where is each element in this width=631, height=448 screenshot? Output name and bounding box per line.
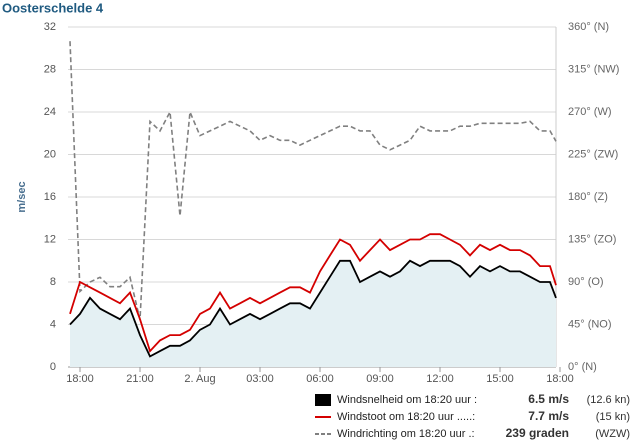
y-axis-label: m/sec (16, 181, 28, 212)
legend-label: Windsnelheid om 18:20 uur : (337, 394, 477, 406)
x-tick-label: 12:00 (426, 373, 454, 385)
x-tick-label: 09:00 (366, 373, 394, 385)
y-tick-label: 0 (50, 361, 56, 373)
y-tick-label: 28 (44, 63, 56, 75)
legend-label: Windrichting om 18:20 uur .: (337, 428, 475, 440)
y-tick-label: 12 (44, 233, 56, 245)
y-tick-label: 24 (44, 106, 56, 118)
chart-title: Oosterschelde 4 (2, 0, 104, 15)
y-tick-label: 4 (50, 318, 56, 330)
line (69, 233, 557, 353)
y-tick-label: 16 (44, 191, 56, 203)
y2-tick-label: 225° (ZW) (568, 148, 618, 160)
legend-current-alt: (WZW) (595, 428, 630, 440)
line (69, 259, 557, 358)
legend-current: 239 graden (506, 426, 569, 440)
legend-current: 6.5 m/s (528, 392, 569, 406)
x-tick-label: 2. Aug (184, 373, 215, 385)
legend-item: Windrichting om 18:20 uur .: 239 graden (W… (315, 426, 630, 440)
x-tick-label: 18:00 (66, 373, 94, 385)
x-tick-label: 15:00 (486, 373, 514, 385)
y2-tick-label: 270° (W) (568, 106, 612, 118)
x-tick-label: 21:00 (126, 373, 154, 385)
legend-item: Windsnelheid om 18:20 uur : 6.5 m/s (12.6 … (315, 392, 630, 406)
legend-current: 7.7 m/s (528, 409, 569, 423)
legend-swatch (315, 394, 331, 406)
legend-item: Windstoot om 18:20 uur .....: 7.7 m/s (15 … (315, 409, 630, 423)
x-tick-label: 06:00 (306, 373, 334, 385)
y2-tick-label: 45° (NO) (568, 318, 612, 330)
y-tick-label: 32 (44, 21, 56, 33)
y2-tick-label: 360° (N) (568, 21, 609, 33)
y2-tick-label: 0° (N) (568, 361, 597, 373)
y2-tick-label: 90° (O) (568, 276, 604, 288)
y2-tick-label: 180° (Z) (568, 191, 608, 203)
y-tick-label: 8 (50, 276, 56, 288)
line (69, 41, 557, 320)
legend-label: Windstoot om 18:20 uur .....: (337, 411, 475, 423)
legend-current-alt: (15 kn) (596, 411, 630, 423)
x-tick-label: 03:00 (246, 373, 274, 385)
y-tick-label: 20 (44, 148, 56, 160)
area (70, 260, 556, 367)
x-tick-label: 18:00 (546, 373, 574, 385)
legend-current-alt: (12.6 kn) (587, 394, 630, 406)
y2-tick-label: 315° (NW) (568, 63, 619, 75)
y2-tick-label: 135° (ZO) (568, 233, 616, 245)
